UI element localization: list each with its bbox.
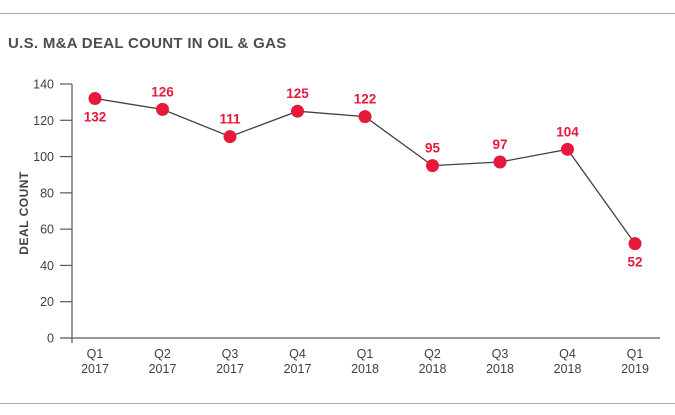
x-tick-label-year: 2017: [149, 362, 177, 376]
data-label: 52: [627, 255, 642, 270]
x-tick-label-quarter: Q1: [627, 347, 644, 361]
x-tick-label-year: 2018: [419, 362, 447, 376]
x-tick-label-year: 2018: [486, 362, 514, 376]
y-tick-label: 0: [47, 332, 54, 346]
x-tick-label-year: 2018: [554, 362, 582, 376]
x-tick-label-quarter: Q3: [222, 347, 239, 361]
x-tick-label-quarter: Q1: [87, 347, 104, 361]
y-tick-label: 100: [33, 150, 54, 164]
y-tick-label: 80: [40, 186, 54, 200]
data-point: [358, 110, 372, 124]
data-point: [493, 155, 507, 169]
y-axis-title: DEAL COUNT: [17, 171, 31, 255]
top-rule: [0, 13, 675, 14]
x-tick-label-year: 2018: [351, 362, 379, 376]
y-tick-label: 40: [40, 259, 54, 273]
data-label: 125: [286, 86, 309, 101]
data-point: [88, 92, 102, 106]
bottom-rule: [0, 403, 675, 404]
data-point: [426, 159, 439, 173]
data-point: [561, 142, 574, 156]
x-tick-label-year: 2017: [216, 362, 244, 376]
data-label: 97: [492, 137, 507, 152]
data-point: [628, 237, 642, 251]
x-tick-label-quarter: Q2: [154, 347, 171, 361]
x-tick-label-quarter: Q4: [289, 347, 306, 361]
x-tick-label-year: 2017: [81, 362, 109, 376]
y-tick-label: 60: [40, 223, 54, 237]
x-tick-label-quarter: Q2: [424, 347, 441, 361]
y-tick-label: 140: [33, 78, 54, 92]
data-point: [223, 130, 237, 144]
x-tick-label-year: 2019: [621, 362, 649, 376]
data-label: 111: [219, 112, 241, 127]
data-label: 122: [354, 92, 377, 107]
x-tick-label-quarter: Q3: [492, 347, 509, 361]
data-label: 104: [556, 124, 579, 139]
data-label: 132: [84, 110, 107, 125]
data-point: [291, 104, 304, 118]
x-tick-label-quarter: Q4: [559, 347, 576, 361]
chart-title: U.S. M&A DEAL COUNT IN OIL & GAS: [8, 35, 287, 52]
y-tick-label: 20: [40, 295, 54, 309]
data-point: [156, 102, 169, 116]
x-tick-label-year: 2017: [284, 362, 312, 376]
data-label: 95: [425, 141, 441, 156]
y-tick-label: 120: [33, 114, 54, 128]
x-tick-label-quarter: Q1: [357, 347, 374, 361]
data-label: 126: [151, 84, 174, 99]
